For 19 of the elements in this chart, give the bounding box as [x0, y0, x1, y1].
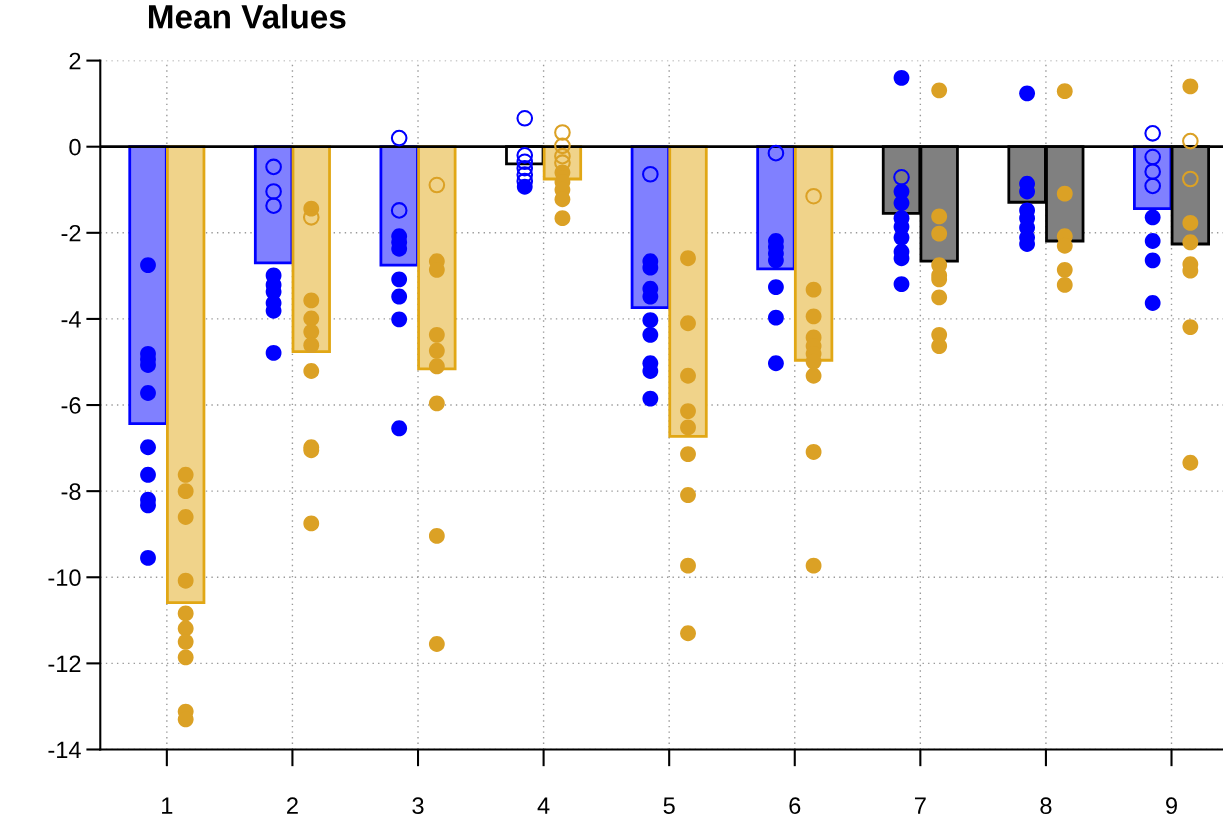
x-tick-label: 6	[789, 797, 801, 815]
y-tick-label: 2	[69, 52, 81, 70]
y-tick-label: -14	[48, 741, 81, 759]
x-tick-label: 8	[1040, 797, 1052, 815]
x-tick-label: 1	[162, 797, 173, 814]
y-tick-label: -6	[61, 397, 81, 414]
y-tick-label: -10	[48, 569, 81, 587]
y-tick-label: -8	[61, 483, 81, 500]
x-tick-label: 2	[287, 797, 298, 814]
x-tick-label: 7	[914, 797, 926, 814]
y-tick-label: 0	[69, 138, 81, 156]
y-tick-label: -2	[61, 224, 81, 242]
chart-title: Mean Values	[148, 4, 346, 29]
x-tick-label: 5	[663, 797, 675, 815]
y-tick-label: -4	[61, 311, 81, 328]
x-tick-label: 9	[1166, 797, 1177, 815]
x-tick-label: 3	[412, 797, 424, 815]
y-tick-label: -12	[48, 655, 81, 672]
x-tick-label: 4	[537, 797, 550, 814]
